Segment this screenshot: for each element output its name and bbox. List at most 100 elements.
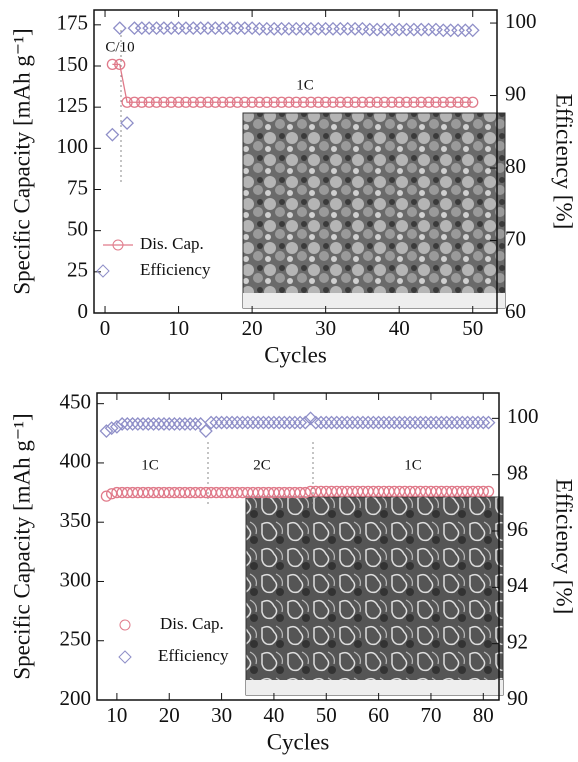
y-tick-label: 250 xyxy=(60,627,92,651)
legend-marker xyxy=(119,651,131,663)
diamond-marker xyxy=(121,117,133,129)
diamond-marker xyxy=(180,22,192,34)
legend-marker xyxy=(120,620,130,630)
diamond-marker xyxy=(165,22,177,34)
diamond-marker xyxy=(459,24,471,36)
annotation: 1C xyxy=(296,77,314,93)
diamond-marker xyxy=(415,24,427,36)
y-axis-label: Specific Capacity [mAh g⁻¹] xyxy=(9,413,34,679)
legend-label: Dis. Cap. xyxy=(160,614,224,633)
x-tick-label: 40 xyxy=(263,703,284,727)
x-tick-label: 0 xyxy=(100,316,111,340)
diamond-marker xyxy=(239,22,251,34)
diamond-marker xyxy=(452,24,464,36)
y-tick-label: 100 xyxy=(57,134,89,158)
x-tick-label: 20 xyxy=(242,316,263,340)
y2-tick-label: 94 xyxy=(507,573,529,597)
y-tick-label: 400 xyxy=(60,449,92,473)
y2-tick-label: 98 xyxy=(507,460,528,484)
diamond-marker xyxy=(195,22,207,34)
diamond-marker xyxy=(445,24,457,36)
diamond-marker xyxy=(401,24,413,36)
y-tick-label: 350 xyxy=(60,508,92,532)
x-tick-label: 30 xyxy=(315,316,336,340)
legend-label: Efficiency xyxy=(158,646,229,665)
diamond-marker xyxy=(136,22,148,34)
y2-tick-label: 70 xyxy=(505,226,526,250)
legend-label: Efficiency xyxy=(140,260,211,279)
x-tick-label: 80 xyxy=(473,703,494,727)
x-tick-label: 10 xyxy=(106,703,127,727)
diamond-marker xyxy=(378,24,390,36)
diamond-marker xyxy=(128,22,140,34)
y-tick-label: 25 xyxy=(67,258,88,282)
diamond-marker xyxy=(342,23,354,35)
series-line xyxy=(112,64,472,102)
annotation: 1C xyxy=(404,457,422,473)
y-tick-label: 125 xyxy=(57,93,89,117)
diamond-marker xyxy=(349,23,361,35)
diamond-marker xyxy=(231,22,243,34)
y2-axis-label: Efficiency [%] xyxy=(552,479,577,615)
annotation: 2C xyxy=(253,457,271,473)
y2-tick-label: 80 xyxy=(505,154,526,178)
diamond-marker xyxy=(320,23,332,35)
diamond-marker xyxy=(423,24,435,36)
y-tick-label: 175 xyxy=(57,11,89,35)
diamond-marker xyxy=(386,24,398,36)
x-tick-label: 60 xyxy=(368,703,389,727)
legend-label: Dis. Cap. xyxy=(140,234,204,253)
diamond-marker xyxy=(202,22,214,34)
y2-tick-label: 90 xyxy=(505,81,526,105)
y-axis-label: Specific Capacity [mAh g⁻¹] xyxy=(9,28,34,294)
diamond-marker xyxy=(224,22,236,34)
x-axis-label: Cycles xyxy=(267,729,330,754)
diamond-marker xyxy=(106,129,118,141)
diamond-marker xyxy=(114,22,126,34)
x-axis-label: Cycles xyxy=(264,342,327,367)
diamond-marker xyxy=(283,23,295,35)
y2-tick-label: 100 xyxy=(505,9,537,33)
diamond-marker xyxy=(298,23,310,35)
sem-inset xyxy=(243,113,505,308)
diamond-marker xyxy=(305,23,317,35)
diamond-marker xyxy=(467,24,479,36)
diamond-marker xyxy=(290,23,302,35)
diamond-marker xyxy=(393,24,405,36)
diamond-marker xyxy=(408,24,420,36)
figure: 0 10 20 30 40 50 0 25 50 75 100 125 150 175 60 70 80 90 10… xyxy=(0,0,578,762)
diamond-marker xyxy=(158,22,170,34)
diamond-marker xyxy=(217,22,229,34)
y2-tick-label: 90 xyxy=(507,686,528,710)
diamond-marker xyxy=(334,23,346,35)
sem-inset xyxy=(246,497,503,695)
y2-tick-label: 92 xyxy=(507,629,528,653)
x-tick-label: 20 xyxy=(159,703,180,727)
diamond-marker xyxy=(268,23,280,35)
y-tick-label: 450 xyxy=(60,389,92,413)
diamond-marker xyxy=(187,22,199,34)
diamond-marker xyxy=(143,22,155,34)
y2-tick-label: 96 xyxy=(507,517,528,541)
diamond-marker xyxy=(327,23,339,35)
annotation: 1C xyxy=(141,457,159,473)
x-tick-label: 70 xyxy=(420,703,441,727)
x-tick-label: 30 xyxy=(211,703,232,727)
y-tick-label: 75 xyxy=(67,175,88,199)
y-tick-label: 0 xyxy=(78,299,89,323)
annotation: C/10 xyxy=(105,39,134,55)
y-tick-label: 150 xyxy=(57,52,89,76)
y2-tick-label: 60 xyxy=(505,299,526,323)
y-tick-label: 50 xyxy=(67,216,88,240)
diamond-marker xyxy=(209,22,221,34)
x-tick-label: 50 xyxy=(462,316,483,340)
x-tick-label: 50 xyxy=(316,703,337,727)
y-tick-label: 200 xyxy=(60,686,92,710)
y2-tick-label: 100 xyxy=(507,404,539,428)
diamond-marker xyxy=(261,23,273,35)
x-tick-label: 40 xyxy=(389,316,410,340)
y-tick-label: 300 xyxy=(60,567,92,591)
x-tick-label: 10 xyxy=(168,316,189,340)
diamond-marker xyxy=(151,22,163,34)
diamond-marker xyxy=(173,22,185,34)
